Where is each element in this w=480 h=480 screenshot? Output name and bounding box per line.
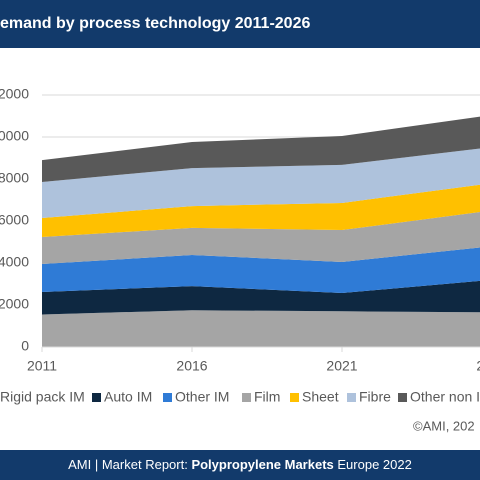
- legend-label: Rigid pack IM: [0, 389, 85, 405]
- footer-bar: [0, 450, 480, 480]
- footer: AMI | Market Report: Polypropylene Marke…: [68, 457, 412, 472]
- area: [42, 212, 480, 265]
- area: [42, 184, 480, 237]
- area: [42, 247, 480, 294]
- area: [42, 148, 480, 219]
- area: [42, 116, 480, 182]
- x-tick-label: 2011: [27, 358, 57, 374]
- y-tick-label: 4000: [0, 254, 29, 270]
- legend-swatch: [163, 393, 172, 402]
- footer-suffix: Europe 2022: [334, 457, 412, 472]
- y-tick-label: 6000: [0, 212, 29, 228]
- y-tick-label: 0: [21, 338, 29, 354]
- header-bar: [0, 0, 480, 48]
- legend-label: Other non IM: [410, 389, 480, 405]
- x-tick-label: 2021: [326, 358, 357, 374]
- legend-label: Fibre: [359, 389, 391, 405]
- x-tick-label: 2016: [176, 358, 207, 374]
- footer-prefix: AMI | Market Report:: [68, 457, 191, 472]
- y-tick-label: 8000: [0, 170, 29, 186]
- area: [42, 280, 480, 315]
- x-tick-label: 2026: [476, 358, 480, 374]
- chart-title: emand by process technology 2011-2026: [0, 15, 310, 32]
- copyright: ©AMI, 202: [413, 418, 475, 433]
- legend-swatch: [290, 393, 299, 402]
- y-tick-label: 10000: [0, 128, 29, 144]
- legend-swatch: [398, 393, 407, 402]
- footer-bold: Polypropylene Markets: [191, 457, 333, 472]
- legend-label: Auto IM: [104, 389, 152, 405]
- legend-label: Sheet: [302, 389, 339, 405]
- legend-swatch: [92, 393, 101, 402]
- y-tick-label: 2000: [0, 296, 29, 312]
- legend-swatch: [242, 393, 251, 402]
- area: [42, 310, 480, 347]
- y-tick-label: 12000: [0, 86, 29, 102]
- legend-label: Other IM: [175, 389, 229, 405]
- legend-swatch: [347, 393, 356, 402]
- legend-label: Film: [254, 389, 280, 405]
